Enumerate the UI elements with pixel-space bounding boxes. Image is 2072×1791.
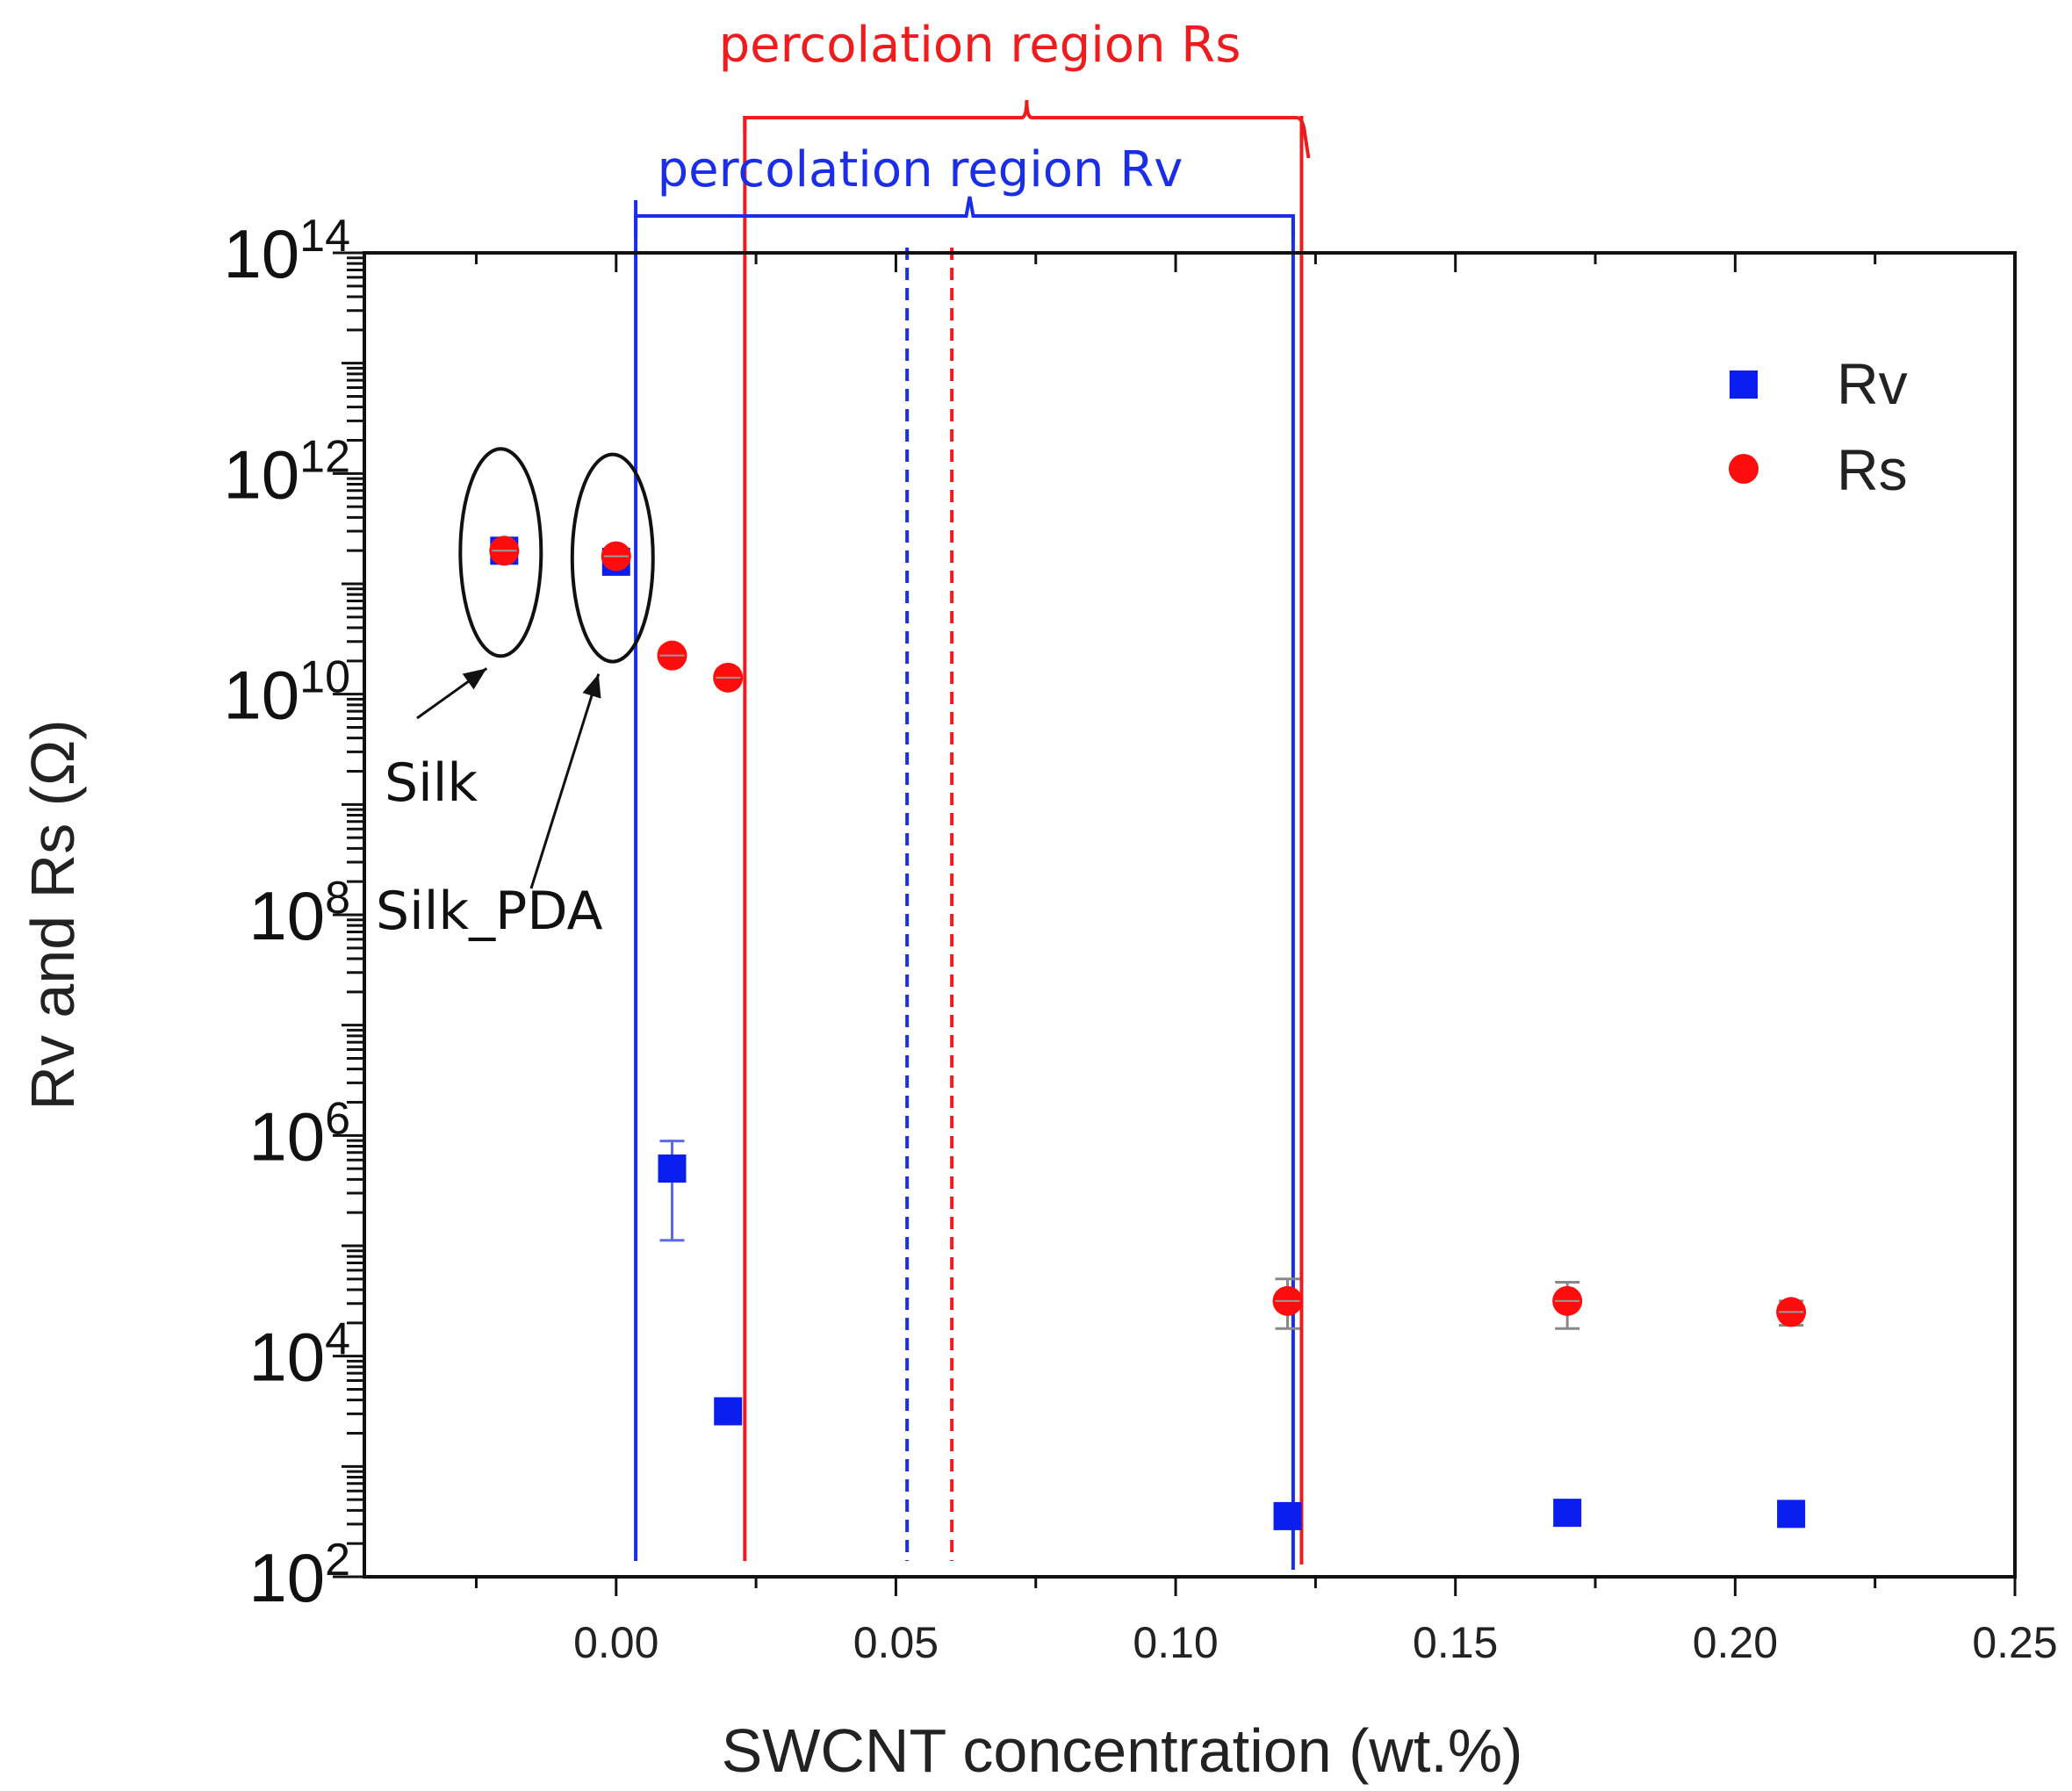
x-tick-label: 0.00 [573, 1618, 658, 1667]
rv-point [1553, 1499, 1582, 1528]
legend-marker-rs [1729, 454, 1759, 484]
rs-region-label: percolation region Rs [719, 17, 1241, 74]
legend-label-rv: Rv [1837, 351, 1908, 416]
label-layer: 0.00 0.05 0.10 0.15 0.20 0.25 102 104 106 108 1010… [223, 211, 2057, 1667]
y-tick-label: 108 [248, 873, 350, 954]
data-layer [489, 536, 1807, 1530]
annotation-label: Silk [385, 752, 478, 814]
x-tick-label: 0.15 [1413, 1618, 1498, 1667]
x-tick-label: 0.25 [1972, 1618, 2057, 1667]
rv-point [658, 1154, 687, 1183]
y-tick-label: 102 [248, 1535, 350, 1616]
tick-layer [333, 251, 2017, 1596]
region-layer: percolation region Rv percolation region … [634, 17, 1311, 1570]
annotation-arrow-head [462, 668, 487, 690]
rs-region-bracket [743, 99, 1311, 159]
y-tick-label: 1010 [223, 652, 350, 734]
legend-marker-rv [1730, 370, 1758, 399]
y-axis-title: Rv and Rs (Ω) [18, 719, 87, 1110]
annotation-layer: Silk Silk_PDA [376, 447, 655, 942]
y-tick-label: 1012 [223, 431, 350, 513]
plot-frame [363, 251, 2017, 1579]
x-axis-title: SWCNT concentration (wt.%) [722, 1716, 1523, 1785]
legend: Rv Rs [1729, 351, 1908, 502]
annotation-arrow-line [529, 673, 601, 889]
x-tick-label: 0.05 [853, 1618, 939, 1667]
x-tick-label: 0.20 [1693, 1618, 1778, 1667]
rv-point [714, 1397, 743, 1426]
y-tick-label: 104 [248, 1314, 350, 1396]
y-tick-label: 106 [248, 1093, 350, 1175]
annotation-ellipse [458, 447, 543, 658]
annotation-arrow-head [582, 673, 601, 699]
rv-point [1777, 1500, 1806, 1528]
x-tick-label: 0.10 [1133, 1618, 1218, 1667]
annotation-label: Silk_PDA [376, 881, 603, 942]
rv-region-bracket [634, 196, 1295, 237]
legend-label-rs: Rs [1837, 437, 1908, 502]
annotation-ellipse [570, 452, 655, 664]
y-tick-label: 1014 [223, 211, 350, 292]
rv-point [1273, 1501, 1302, 1530]
rv-region-label: percolation region Rv [658, 141, 1183, 198]
